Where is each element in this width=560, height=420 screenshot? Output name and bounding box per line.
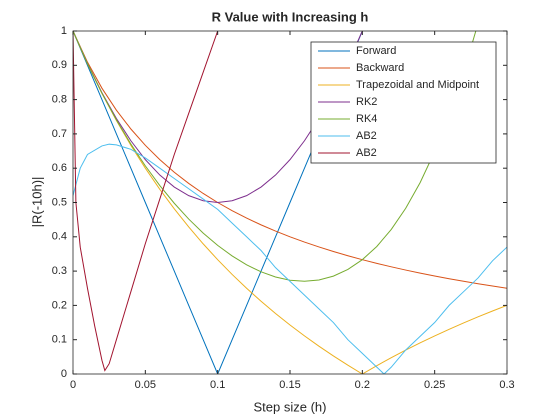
- y-tick-label: 0.6: [52, 162, 67, 174]
- y-tick-label: 0.2: [52, 299, 67, 311]
- y-tick-label: 1: [61, 25, 67, 37]
- x-tick-label: 0.3: [499, 379, 514, 391]
- y-tick-label: 0: [61, 368, 67, 380]
- x-tick-label: 0.25: [424, 379, 445, 391]
- legend-label: Backward: [356, 62, 404, 74]
- y-tick-label: 0.5: [52, 196, 67, 208]
- series-line: [73, 31, 363, 374]
- y-axis-label: |R(-10h)|: [29, 177, 44, 228]
- plot-area: [73, 31, 507, 374]
- legend-label: Forward: [356, 45, 396, 57]
- legend-label: RK4: [356, 113, 377, 125]
- x-tick-label: 0.15: [279, 379, 300, 391]
- x-tick-label: 0.1: [210, 379, 225, 391]
- series-line: [73, 31, 363, 204]
- x-tick-label: 0: [70, 379, 76, 391]
- series-line: [73, 143, 507, 374]
- x-tick-label: 0.2: [355, 379, 370, 391]
- series-line: [73, 31, 507, 374]
- legend-label: RK2: [356, 96, 377, 108]
- y-tick-label: 0.1: [52, 334, 67, 346]
- y-tick-label: 0.7: [52, 128, 67, 140]
- x-tick-label: 0.05: [135, 379, 156, 391]
- legend-label: AB2: [356, 147, 377, 159]
- y-tick-label: 0.4: [52, 231, 67, 243]
- series-line: [73, 31, 507, 289]
- y-tick-label: 0.9: [52, 59, 67, 71]
- x-axis-label: Step size (h): [254, 399, 327, 414]
- series-line: [73, 31, 219, 372]
- y-tick-label: 0.3: [52, 265, 67, 277]
- legend-label: AB2: [356, 130, 377, 142]
- legend-label: Trapezoidal and Midpoint: [356, 79, 479, 91]
- chart-title: R Value with Increasing h: [212, 9, 369, 24]
- y-tick-label: 0.8: [52, 94, 67, 106]
